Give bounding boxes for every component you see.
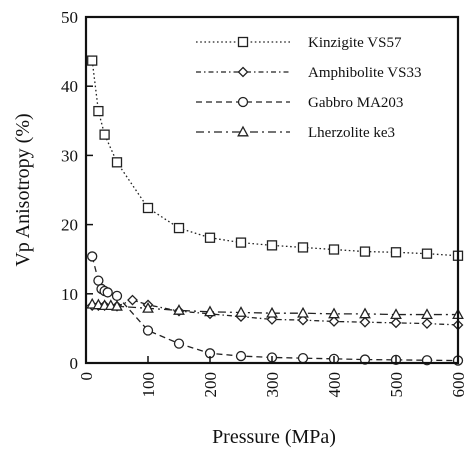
data-point bbox=[142, 301, 154, 313]
data-point bbox=[235, 350, 247, 362]
legend-marker bbox=[237, 125, 249, 137]
data-point bbox=[421, 308, 433, 320]
series-0 bbox=[87, 55, 464, 261]
data-point bbox=[111, 290, 123, 302]
legend: Kinzigite VS57 Amphibolite VS33 Gabbro MA2… bbox=[196, 35, 421, 141]
data-point bbox=[111, 299, 123, 311]
data-point bbox=[87, 55, 98, 66]
y-tick-label: 50 bbox=[61, 8, 78, 27]
x-tick-label: 200 bbox=[201, 372, 220, 398]
data-point bbox=[99, 129, 110, 140]
data-point bbox=[390, 308, 402, 320]
x-tick-label: 100 bbox=[139, 372, 158, 398]
y-tick-label: 10 bbox=[61, 285, 78, 304]
series-line bbox=[91, 60, 459, 257]
legend-label: Gabbro MA203 bbox=[308, 95, 403, 111]
series-line bbox=[92, 299, 459, 326]
data-point bbox=[359, 246, 371, 257]
data-point bbox=[266, 306, 278, 318]
data-point bbox=[235, 306, 247, 317]
legend-entry: Gabbro MA203 bbox=[196, 95, 403, 111]
data-point bbox=[173, 338, 185, 349]
data-point bbox=[204, 232, 216, 243]
data-point bbox=[235, 237, 247, 248]
x-tick-label: 500 bbox=[387, 372, 406, 398]
data-point bbox=[142, 202, 154, 214]
legend-marker bbox=[237, 66, 249, 78]
data-point bbox=[421, 248, 433, 259]
data-point bbox=[421, 318, 433, 329]
plot-area bbox=[86, 55, 464, 366]
data-point bbox=[102, 287, 113, 298]
y-tick-label: 30 bbox=[61, 146, 78, 165]
data-point bbox=[204, 305, 216, 317]
x-tick-label: 400 bbox=[325, 372, 344, 398]
data-point bbox=[390, 317, 402, 329]
data-point bbox=[359, 316, 371, 328]
data-point bbox=[328, 244, 340, 255]
data-point bbox=[297, 242, 309, 253]
x-tick-label: 300 bbox=[263, 372, 282, 398]
data-point bbox=[142, 325, 154, 336]
series-line bbox=[92, 303, 458, 316]
data-point bbox=[173, 222, 185, 234]
data-point bbox=[87, 251, 98, 262]
legend-label: Lherzolite ke3 bbox=[308, 125, 395, 141]
data-point bbox=[173, 304, 185, 315]
legend-entry: Lherzolite ke3 bbox=[196, 125, 395, 141]
data-point bbox=[127, 294, 138, 306]
data-point bbox=[390, 247, 402, 258]
data-point bbox=[297, 314, 309, 326]
data-point bbox=[359, 307, 371, 319]
legend-marker bbox=[237, 36, 249, 48]
x-tick-label: 0 bbox=[77, 372, 96, 381]
data-point bbox=[93, 105, 104, 117]
y-tick-label: 20 bbox=[61, 216, 78, 235]
data-point bbox=[297, 306, 309, 318]
legend-marker bbox=[237, 96, 249, 108]
data-point bbox=[266, 240, 278, 251]
x-axis-title: Pressure (MPa) bbox=[212, 426, 336, 448]
data-point bbox=[328, 307, 340, 319]
data-point bbox=[93, 275, 104, 286]
y-tick-label: 0 bbox=[70, 354, 79, 373]
legend-label: Amphibolite VS33 bbox=[308, 65, 421, 81]
data-point bbox=[111, 157, 123, 168]
legend-label: Kinzigite VS57 bbox=[308, 35, 402, 51]
legend-entry: Amphibolite VS33 bbox=[196, 65, 421, 81]
legend-entry: Kinzigite VS57 bbox=[196, 35, 402, 51]
y-axis-title: Vp Anisotropy (%) bbox=[12, 113, 34, 266]
series-3 bbox=[86, 297, 464, 320]
x-tick-label: 600 bbox=[449, 372, 468, 398]
series-2 bbox=[87, 251, 464, 366]
data-point bbox=[297, 353, 309, 364]
data-point bbox=[328, 316, 340, 327]
y-tick-label: 40 bbox=[61, 77, 78, 96]
